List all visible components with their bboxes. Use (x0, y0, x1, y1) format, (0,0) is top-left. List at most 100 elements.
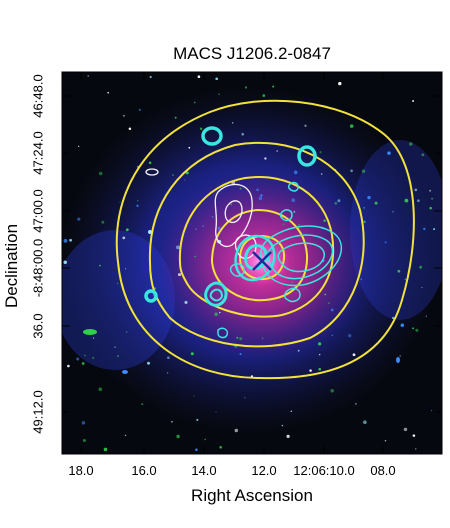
field-source (304, 124, 307, 127)
field-source (297, 349, 300, 352)
field-source (219, 445, 223, 449)
field-source (431, 197, 434, 200)
field-source (78, 145, 80, 148)
field-source (114, 346, 116, 348)
field-source (318, 353, 321, 356)
field-source (122, 236, 126, 240)
field-source (193, 395, 195, 397)
x-tick-label-4: 12.0 (251, 463, 277, 478)
field-source (69, 238, 72, 242)
x-tick-label-1: 18.0 (68, 463, 94, 478)
cyan-contour-14 (217, 327, 229, 339)
field-source (149, 75, 152, 79)
field-source (107, 91, 110, 94)
field-source (412, 434, 416, 437)
field-source (116, 282, 119, 285)
field-source (194, 255, 196, 258)
field-source (215, 411, 217, 413)
field-source (421, 286, 423, 289)
field-source (423, 227, 426, 231)
cyan-contour-10 (209, 288, 224, 302)
field-galaxy (396, 357, 400, 363)
cyan-contours (144, 126, 343, 339)
field-source (298, 224, 300, 226)
field-source (281, 424, 284, 427)
field-source (147, 361, 150, 365)
field-source (409, 142, 413, 146)
field-source (141, 403, 144, 406)
field-source (67, 364, 70, 368)
field-source (190, 352, 194, 356)
yellow-contour-3 (178, 176, 335, 318)
field-source (290, 410, 293, 413)
field-source (185, 171, 189, 175)
plot-frame (61, 71, 443, 455)
field-source (258, 196, 263, 201)
field-source (99, 264, 101, 267)
field-source (363, 220, 366, 224)
field-source (148, 161, 152, 165)
field-source (360, 278, 363, 281)
field-source (239, 337, 243, 341)
field-source (293, 170, 298, 175)
x-tick-label-6: 08.0 (370, 463, 396, 478)
field-source (399, 355, 401, 357)
field-source (264, 157, 267, 160)
field-source (293, 210, 296, 213)
field-source (241, 132, 244, 136)
field-source (430, 410, 433, 412)
field-source (178, 273, 181, 277)
field-source (219, 311, 221, 314)
yellow-contour-1 (115, 99, 415, 380)
plot-title: MACS J1206.2-0847 (173, 44, 331, 63)
field-source (215, 77, 219, 81)
field-source (197, 75, 201, 79)
x-axis-label: Right Ascension (191, 486, 313, 505)
cyan-contour-6 (201, 126, 223, 146)
y-tick-label-6: 49:12.0 (30, 390, 46, 434)
field-source (258, 276, 260, 278)
field-source (392, 211, 394, 213)
field-source (317, 342, 322, 346)
field-source (125, 331, 128, 333)
field-source (384, 241, 387, 244)
field-source (331, 334, 334, 337)
field-source (387, 151, 391, 155)
field-source (404, 198, 409, 203)
field-source (403, 427, 408, 432)
field-source (367, 195, 371, 200)
field-source (337, 199, 341, 203)
field-source (272, 85, 275, 88)
field-source (101, 220, 105, 224)
field-source (328, 302, 330, 304)
y-tick-label-1: 46:48.0 (30, 74, 46, 118)
field-source (93, 337, 95, 339)
field-source (334, 201, 338, 205)
y-axis-label: Declination (2, 223, 21, 309)
field-source (384, 439, 387, 442)
field-source (291, 281, 293, 283)
field-source (374, 201, 378, 205)
field-source (211, 215, 214, 218)
field-source (136, 204, 139, 208)
field-source (137, 200, 139, 202)
field-source (193, 101, 196, 104)
yellow-contour-2 (148, 141, 365, 348)
field-sources (63, 75, 436, 452)
cyan-contour-8 (144, 289, 158, 303)
field-source (84, 354, 86, 357)
field-source (217, 226, 221, 231)
field-source (98, 171, 103, 176)
field-source (176, 434, 180, 439)
white-contour-1 (214, 183, 253, 248)
field-galaxy (83, 329, 97, 335)
cyan-contour-13 (287, 181, 299, 192)
field-source (320, 173, 323, 175)
field-galaxy (122, 370, 128, 374)
field-source (236, 336, 239, 339)
field-source (244, 86, 248, 89)
field-source (286, 434, 290, 439)
field-source (419, 265, 423, 269)
y-tick-label-4: -8:48:00.0 (30, 238, 46, 298)
